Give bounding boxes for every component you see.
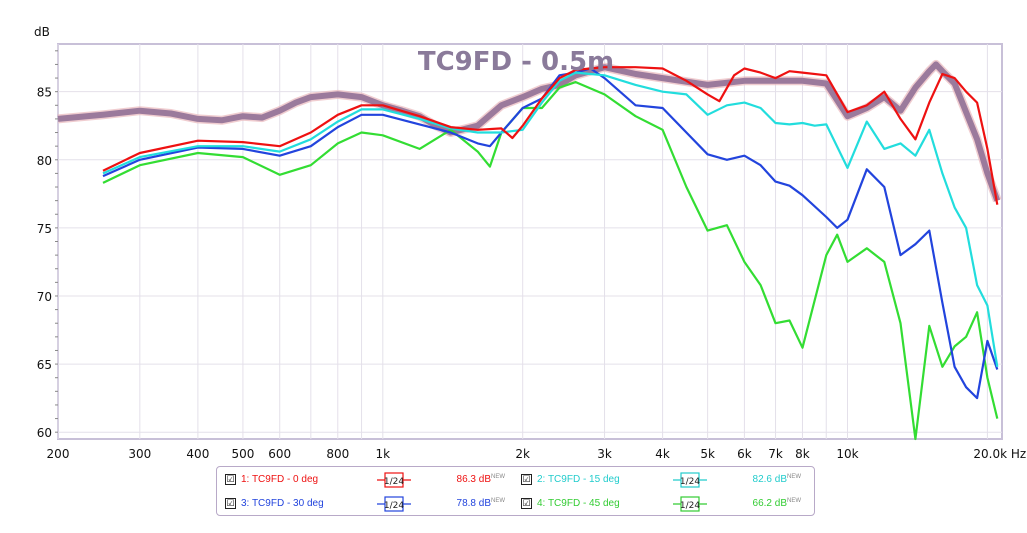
x-tick-label: 20.0k Hz (973, 447, 1026, 461)
smoothing-label: 1/24 (680, 501, 700, 511)
legend-item-3[interactable]: ☑ 4: TC9FD - 45 deg 1/24 66.2 dBNEW (521, 496, 811, 516)
y-tick-label: 85 (37, 86, 52, 100)
x-axis-ticks: 200 300 400 500 600 800 1k 2k 3k 4k 5k 6k 7k 8k 10k 20.… (47, 447, 1027, 461)
series-line (102, 81, 999, 441)
y-tick-label: 65 (37, 358, 52, 372)
smoothing-icon[interactable]: 1/24 (377, 472, 411, 488)
x-tick-label: 10k (836, 447, 858, 461)
legend-value-text: 82.6 dB (752, 474, 787, 485)
legend-label: 2: TC9FD - 15 deg (537, 474, 620, 485)
legend-value-text: 66.2 dB (752, 498, 787, 509)
legend-value: 66.2 dBNEW (741, 498, 801, 509)
smoothing-label: 1/24 (384, 501, 404, 511)
smoothing-icon[interactable]: 1/24 (673, 472, 707, 488)
y-tick-label: 75 (37, 222, 52, 236)
y-tick-label: 60 (37, 426, 52, 440)
new-badge: NEW (787, 474, 801, 480)
x-tick-label: 800 (326, 447, 349, 461)
y-axis-ticks: 60 65 70 75 80 85 (37, 50, 58, 440)
legend-item-0[interactable]: ☑ 1: TC9FD - 0 deg 1/24 86.3 dBNEW (225, 472, 515, 492)
new-badge: NEW (491, 498, 505, 504)
legend: ☑ 1: TC9FD - 0 deg 1/24 86.3 dBNEW ☑ 2: … (216, 466, 815, 516)
x-tick-label: 3k (597, 447, 612, 461)
y-axis-unit: dB (34, 25, 50, 39)
legend-value-text: 86.3 dB (456, 474, 491, 485)
x-tick-label: 1k (376, 447, 391, 461)
legend-label: 4: TC9FD - 45 deg (537, 498, 620, 509)
smoothing-icon[interactable]: 1/24 (673, 496, 707, 512)
x-tick-label: 300 (128, 447, 151, 461)
series-line (102, 67, 999, 400)
x-tick-label: 200 (47, 447, 70, 461)
checkbox-icon[interactable]: ☑ (225, 474, 236, 485)
y-tick-label: 70 (37, 290, 52, 304)
x-tick-label: 7k (768, 447, 783, 461)
checkbox-icon[interactable]: ☑ (521, 474, 532, 485)
legend-value: 82.6 dBNEW (741, 474, 801, 485)
legend-value-text: 78.8 dB (456, 498, 491, 509)
x-tick-label: 400 (186, 447, 209, 461)
chart-title: TC9FD - 0.5m (418, 47, 614, 77)
legend-label: 1: TC9FD - 0 deg (241, 474, 319, 485)
series-line (102, 66, 999, 205)
checkbox-icon[interactable]: ☑ (225, 498, 236, 509)
y-tick-label: 80 (37, 154, 52, 168)
x-tick-label: 2k (515, 447, 530, 461)
new-badge: NEW (787, 498, 801, 504)
checkbox-icon[interactable]: ☑ (521, 498, 532, 509)
smoothing-icon[interactable]: 1/24 (377, 496, 411, 512)
new-badge: NEW (491, 474, 505, 480)
legend-value: 78.8 dBNEW (445, 498, 505, 509)
legend-item-1[interactable]: ☑ 2: TC9FD - 15 deg 1/24 82.6 dBNEW (521, 472, 811, 492)
smoothing-label: 1/24 (680, 477, 700, 487)
x-tick-label: 5k (700, 447, 715, 461)
x-tick-label: 8k (795, 447, 810, 461)
series-group (57, 59, 1002, 441)
legend-item-2[interactable]: ☑ 3: TC9FD - 30 deg 1/24 78.8 dBNEW (225, 496, 515, 516)
reference-curve (57, 61, 1001, 202)
series-line (102, 71, 999, 367)
smoothing-label: 1/24 (384, 477, 404, 487)
x-tick-label: 600 (268, 447, 291, 461)
x-tick-label: 4k (655, 447, 670, 461)
x-tick-label: 6k (737, 447, 752, 461)
legend-label: 3: TC9FD - 30 deg (241, 498, 324, 509)
legend-value: 86.3 dBNEW (445, 474, 505, 485)
x-tick-label: 500 (231, 447, 254, 461)
